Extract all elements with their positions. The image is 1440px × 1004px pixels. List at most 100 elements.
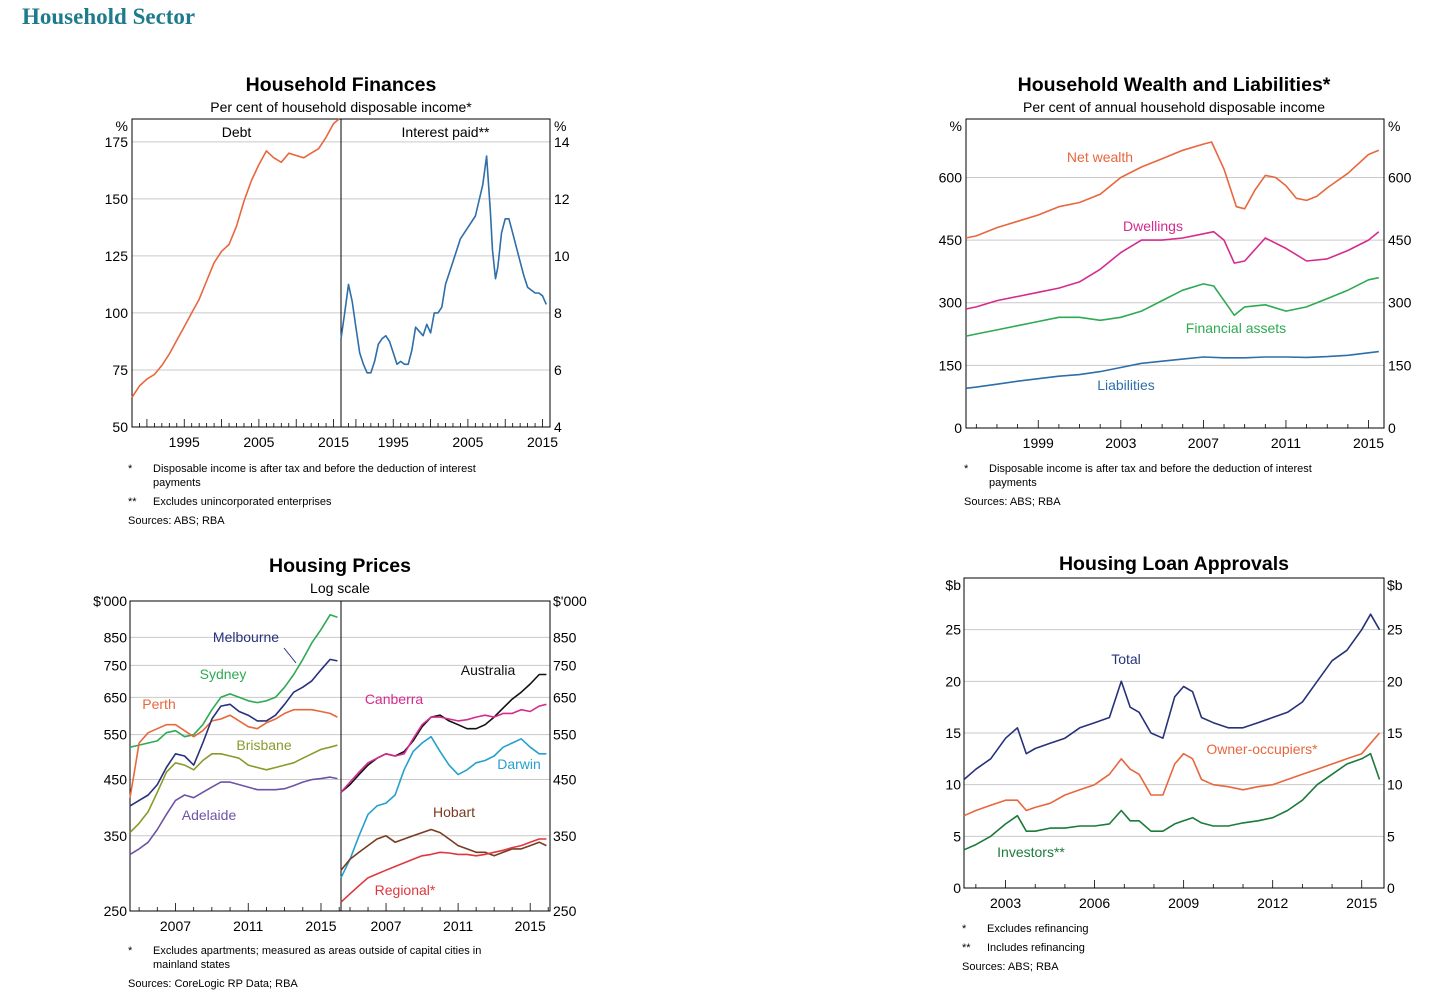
y-tick-label: 4 <box>554 419 562 435</box>
y-tick-label: 10 <box>554 248 570 264</box>
footnote-line: Excludes refinancing <box>987 923 1089 935</box>
series-line-debt <box>131 118 340 398</box>
footnote-text: Disposable income is after tax and befor… <box>989 463 1312 489</box>
series-label: Total <box>1111 651 1141 667</box>
y-tick-label: 10 <box>945 777 961 793</box>
series-label: Dwellings <box>1123 218 1183 234</box>
x-tick-label: 2003 <box>990 895 1021 911</box>
series-label: Owner-occupiers* <box>1206 741 1318 757</box>
y-tick-label: 450 <box>553 772 577 788</box>
footnote-mark: ** <box>128 496 137 508</box>
y-tick-label: 5 <box>953 828 961 844</box>
chart-subtitle: Per cent of household disposable income* <box>210 99 472 115</box>
x-tick-label: 2015 <box>305 918 336 934</box>
chart-housing-loan-approvals: Housing Loan Approvals 0 0 5 5 10 10 15 15 20 20 25… <box>945 553 1402 973</box>
y-tick-label: 0 <box>954 420 962 436</box>
footnote-line: Disposable income is after tax and befor… <box>153 463 476 475</box>
series-line-melbourne <box>129 658 338 807</box>
series-label: Perth <box>142 696 175 712</box>
series-label: Brisbane <box>236 737 291 753</box>
series-line-financial-assets <box>965 276 1379 337</box>
x-tick-label: 2006 <box>1079 895 1110 911</box>
series-line-perth <box>129 708 338 798</box>
series-label: Hobart <box>433 804 475 820</box>
footnote-mark: * <box>964 463 969 475</box>
y-tick-label: 450 <box>104 772 128 788</box>
footnote-line: Includes refinancing <box>987 942 1085 954</box>
sources-note: Sources: ABS; RBA <box>128 515 225 527</box>
footnote-text: Excludes refinancing <box>987 923 1089 935</box>
series-label: Financial assets <box>1186 320 1286 336</box>
series-label: Net wealth <box>1067 149 1133 165</box>
y-tick-label: 15 <box>945 725 961 741</box>
chart-subtitle: Per cent of annual household disposable … <box>1023 99 1325 115</box>
y-tick-label: $'000 <box>553 593 587 609</box>
plot-frame <box>963 577 1385 889</box>
y-tick-label: 600 <box>1388 169 1412 185</box>
y-tick-label: 20 <box>945 673 961 689</box>
series-label: Melbourne <box>213 629 279 645</box>
y-tick-label: 75 <box>112 362 128 378</box>
y-tick-label: 6 <box>554 362 562 378</box>
chart-title: Household Wealth and Liabilities* <box>1018 74 1331 96</box>
y-tick-label: 150 <box>1388 357 1412 373</box>
y-tick-label: 25 <box>945 622 961 638</box>
x-tick-label: 2011 <box>233 918 263 934</box>
series-label: Liabilities <box>1097 377 1155 393</box>
x-tick-label: 2011 <box>443 918 473 934</box>
chart-household-wealth: Household Wealth and Liabilities* Per cen… <box>939 74 1412 508</box>
y-tick-label: 550 <box>104 727 128 743</box>
y-tick-label: 650 <box>104 689 128 705</box>
y-tick-label: 5 <box>1387 828 1395 844</box>
x-tick-label: 1995 <box>169 434 200 450</box>
y-tick-label: 8 <box>554 305 562 321</box>
y-tick-label: 10 <box>1387 777 1403 793</box>
x-tick-label: 2015 <box>515 918 546 934</box>
x-tick-label: 2007 <box>160 918 191 934</box>
series-line-interest-paid <box>340 155 548 374</box>
y-tick-label: 0 <box>1388 420 1396 436</box>
y-tick-label: 15 <box>1387 725 1403 741</box>
chart-title: Housing Loan Approvals <box>1059 553 1289 575</box>
y-tick-label: 0 <box>953 880 961 896</box>
y-tick-label: 600 <box>939 169 963 185</box>
x-tick-label: 2009 <box>1168 895 1199 911</box>
panel-label: Debt <box>222 124 252 140</box>
y-unit-label: % <box>1388 118 1400 134</box>
footnote-mark: * <box>128 463 133 475</box>
series-label: Canberra <box>365 691 424 707</box>
series-label: Sydney <box>200 666 247 682</box>
series-label: Darwin <box>497 756 541 772</box>
y-tick-label: 550 <box>553 727 577 743</box>
y-tick-label: 300 <box>939 295 963 311</box>
melbourne-pointer <box>283 647 297 664</box>
series-line-darwin <box>340 735 547 879</box>
series-line-hobart <box>340 828 547 871</box>
chart-subtitle: Log scale <box>310 580 370 596</box>
series-line-net-wealth <box>965 141 1380 239</box>
y-unit-label: % <box>554 118 566 134</box>
x-tick-label: 2007 <box>370 918 401 934</box>
x-tick-label: 2015 <box>318 434 349 450</box>
y-tick-label: 12 <box>554 191 570 207</box>
footnote-line: Disposable income is after tax and befor… <box>989 463 1312 475</box>
x-tick-label: 2007 <box>1188 435 1219 451</box>
footnote-line: Excludes unincorporated enterprises <box>153 496 332 508</box>
footnote-text: Excludes unincorporated enterprises <box>153 496 332 508</box>
sources-note: Sources: ABS; RBA <box>964 496 1061 508</box>
sources-note: Sources: CoreLogic RP Data; RBA <box>128 978 298 990</box>
x-tick-label: 2015 <box>527 434 558 450</box>
chart-housing-prices: Housing Prices Log scale 250 250 350 350 450 45… <box>93 555 587 990</box>
y-tick-label: 350 <box>104 828 128 844</box>
y-unit-label: % <box>116 118 128 134</box>
footnote-line: mainland states <box>153 959 231 971</box>
y-tick-label: 25 <box>1387 622 1403 638</box>
series-label: Regional* <box>375 882 436 898</box>
x-tick-label: 2015 <box>1353 435 1384 451</box>
x-tick-label: 2011 <box>1271 435 1301 451</box>
footnote-line: payments <box>989 477 1037 489</box>
y-tick-label: 50 <box>112 419 128 435</box>
x-tick-label: 2012 <box>1257 895 1288 911</box>
x-tick-label: 1999 <box>1023 435 1054 451</box>
